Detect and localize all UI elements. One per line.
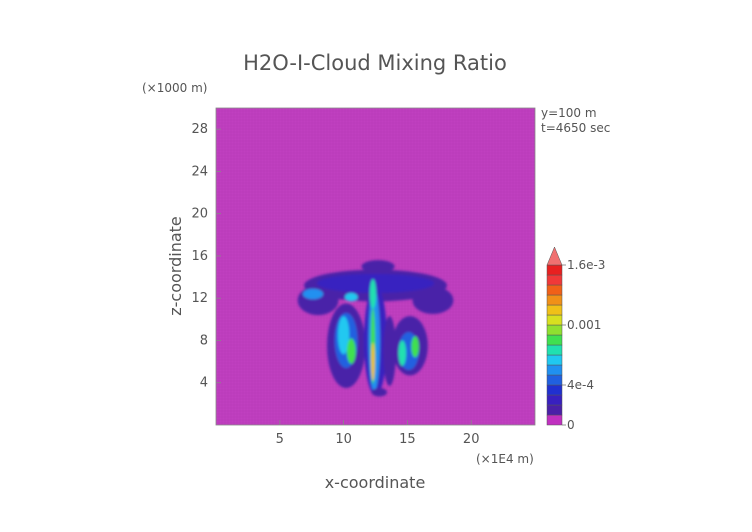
colorbar-segment (546, 384, 563, 396)
colorbar-tick-label: 1.6e-3 (567, 258, 605, 272)
x-axis: 5 10 15 20 (276, 420, 480, 447)
colorbar-tick-label: 4e-4 (567, 378, 594, 392)
colorbar-segment (546, 284, 563, 296)
x-tick-label: 10 (335, 432, 352, 447)
y-tick-label: 4 (200, 376, 208, 391)
colorbar-segment (546, 264, 563, 276)
colorbar-segment (546, 414, 563, 426)
anvil-top (361, 260, 395, 273)
colorbar-segment (546, 324, 563, 336)
colorbar-segment (546, 304, 563, 316)
left-tower-core (346, 338, 356, 364)
left-tower-inner (337, 316, 350, 355)
plot-frame (215, 107, 536, 426)
core-right-flank (383, 316, 396, 386)
colorbar-segment (546, 404, 563, 416)
colorbar-segment (546, 364, 563, 376)
anvil-mid-highlight (344, 292, 358, 302)
colorbar-segment (546, 314, 563, 326)
x-axis-label: x-coordinate (325, 473, 426, 492)
colorbar: 0 4e-4 0.001 1.6e-3 (546, 246, 605, 432)
y-tick-label: 12 (191, 291, 208, 306)
colorbar-segment (546, 334, 563, 346)
right-tower-core (411, 336, 419, 358)
core-peak (371, 342, 375, 381)
colorbar-tick-label: 0 (567, 418, 575, 432)
colorbar-segment (546, 374, 563, 386)
y-axis-label: z-coordinate (166, 216, 185, 316)
y-tick-label: 28 (191, 122, 208, 137)
colorbar-segment (546, 344, 563, 356)
chart-title: H2O-I-Cloud Mixing Ratio (243, 51, 507, 75)
cloud-features (297, 260, 454, 397)
anvil-inner (316, 273, 435, 293)
x-unit-label: (×1E4 m) (476, 452, 534, 466)
right-tower-inner (398, 340, 407, 366)
y-unit-label: (×1000 m) (142, 81, 207, 95)
colorbar-extend-arrow (546, 246, 563, 266)
x-tick-label: 5 (276, 432, 284, 447)
y-tick-label: 24 (191, 164, 208, 179)
y-tick-label: 8 (200, 333, 208, 348)
annotation-y: y=100 m (541, 106, 597, 120)
colorbar-segment (546, 294, 563, 306)
core-base (371, 388, 387, 397)
colorbar-segment (546, 394, 563, 406)
y-axis: 4 8 12 16 20 24 28 (191, 122, 221, 391)
annotation-t: t=4650 sec (541, 121, 610, 135)
anvil-right-lobe (412, 286, 454, 315)
colorbar-tick-label: 0.001 (567, 318, 601, 332)
x-tick-label: 15 (399, 432, 416, 447)
anvil-left-highlight (302, 288, 324, 300)
x-tick-label: 20 (463, 432, 480, 447)
plot-area (215, 107, 536, 426)
y-tick-label: 20 (191, 207, 208, 222)
y-tick-label: 16 (191, 249, 208, 264)
core-upper (369, 279, 377, 309)
colorbar-segment (546, 274, 563, 286)
colorbar-segment (546, 354, 563, 366)
